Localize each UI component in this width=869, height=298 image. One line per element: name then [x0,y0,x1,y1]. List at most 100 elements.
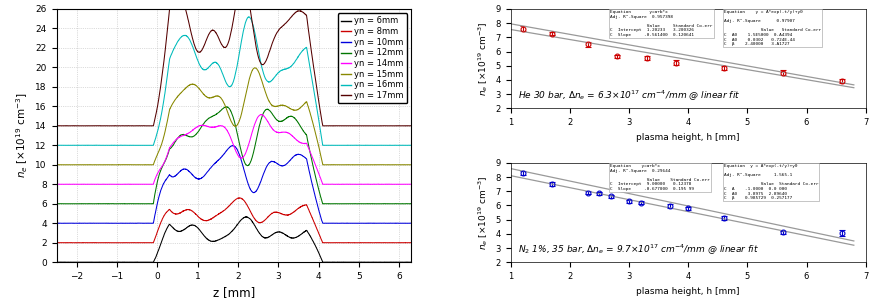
Legend: yn = 6mm, yn = 8mm, yn = 10mm, yn = 12mm, yn = 14mm, yn = 15mm, yn = 16mm, yn = : yn = 6mm, yn = 8mm, yn = 10mm, yn = 12mm… [337,13,407,103]
yn = 12mm [68,202,78,206]
yn = 17mm [330,124,341,128]
yn = 8mm [70,241,80,245]
yn = 6mm [70,260,80,264]
Text: Equation    y=a+b*x
Adj. R²-Square  0.29644

              Value    Standard Co-: Equation y=a+b*x Adj. R²-Square 0.29644 … [609,164,709,191]
yn = 17mm [223,38,234,42]
yn = 8mm [331,241,342,244]
X-axis label: plasma height, h [mm]: plasma height, h [mm] [636,133,740,142]
yn = 10mm [215,157,225,160]
yn = 15mm [51,163,62,167]
yn = 17mm [357,124,368,128]
yn = 15mm [249,66,260,70]
Line: yn = 14mm: yn = 14mm [56,114,411,184]
yn = 14mm [255,113,266,116]
yn = 10mm [395,221,406,225]
yn = 17mm [395,124,406,128]
yn = 8mm [395,241,406,244]
X-axis label: z [mm]: z [mm] [213,286,255,298]
yn = 17mm [51,124,62,128]
yn = 14mm [215,124,225,128]
yn = 16mm [395,144,406,147]
yn = 10mm [51,221,62,225]
Y-axis label: $n_e$ [×10$^{19}$ cm$^{-3}$]: $n_e$ [×10$^{19}$ cm$^{-3}$] [14,93,30,179]
yn = 12mm [221,105,231,108]
yn = 15mm [224,115,235,119]
yn = 14mm [224,133,235,136]
Text: $N_2$ 1%, 35 bar, $\Delta n_e$ = 9.7×10$^{17}$ cm$^{-4}$/mm @ linear fit: $N_2$ 1%, 35 bar, $\Delta n_e$ = 9.7×10$… [517,243,758,257]
yn = 8mm [395,241,406,245]
Line: yn = 16mm: yn = 16mm [56,17,411,145]
yn = 14mm [51,182,62,186]
Line: yn = 10mm: yn = 10mm [56,146,411,223]
yn = 12mm [395,202,406,206]
yn = 15mm [215,95,225,99]
yn = 10mm [228,144,238,148]
Line: yn = 6mm: yn = 6mm [56,217,411,262]
yn = 17mm [70,124,80,128]
yn = 14mm [406,182,416,186]
yn = 6mm [224,232,235,236]
yn = 14mm [96,182,106,186]
yn = 17mm [395,124,406,128]
yn = 16mm [224,85,235,89]
yn = 8mm [406,241,416,244]
Line: yn = 12mm: yn = 12mm [56,107,411,204]
yn = 16mm [406,144,416,147]
Line: yn = 15mm: yn = 15mm [56,68,411,165]
yn = 16mm [215,66,225,69]
yn = 15mm [406,163,416,167]
yn = 15mm [395,163,406,167]
yn = 6mm [331,260,342,264]
yn = 16mm [51,143,62,147]
yn = 6mm [51,260,62,264]
yn = 8mm [51,241,62,245]
yn = 10mm [70,221,80,225]
yn = 17mm [215,39,225,42]
Text: He 30 bar, $\Delta n_e$ = 6.3×10$^{17}$ cm$^{-4}$/mm @ linear fit: He 30 bar, $\Delta n_e$ = 6.3×10$^{17}$ … [517,89,740,103]
yn = 6mm [395,260,406,264]
yn = 15mm [70,163,80,167]
yn = 6mm [406,260,416,264]
yn = 6mm [241,215,251,218]
yn = 12mm [331,202,342,206]
yn = 12mm [215,109,225,113]
yn = 6mm [395,260,406,264]
yn = 12mm [51,202,62,206]
yn = 8mm [215,211,225,215]
yn = 10mm [406,221,416,225]
yn = 16mm [123,144,134,147]
yn = 8mm [234,196,244,200]
yn = 10mm [80,221,90,225]
yn = 10mm [395,221,406,225]
yn = 8mm [224,204,235,207]
Y-axis label: $n_e$ [×10$^{19}$ cm$^{-3}$]: $n_e$ [×10$^{19}$ cm$^{-3}$] [475,21,489,96]
Y-axis label: $n_e$ [×10$^{19}$ cm$^{-3}$]: $n_e$ [×10$^{19}$ cm$^{-3}$] [475,175,489,250]
yn = 12mm [224,107,235,111]
yn = 10mm [224,146,235,150]
yn = 16mm [395,144,406,147]
yn = 8mm [117,241,128,245]
yn = 14mm [395,182,406,186]
yn = 6mm [52,260,63,264]
yn = 17mm [406,124,416,128]
yn = 14mm [395,182,406,186]
Line: yn = 8mm: yn = 8mm [56,198,411,243]
X-axis label: plasma height, h [mm]: plasma height, h [mm] [636,286,740,296]
yn = 6mm [215,238,225,241]
yn = 12mm [70,202,80,206]
Line: yn = 17mm: yn = 17mm [56,0,411,126]
yn = 16mm [243,15,254,18]
yn = 12mm [406,202,416,206]
Text: Equation    y = A*exp(-t/y)+y0

Adj. R²-Square      0.97907

              Value: Equation y = A*exp(-t/y)+y0 Adj. R²-Squa… [723,10,819,46]
yn = 12mm [395,202,406,206]
yn = 15mm [331,163,342,167]
yn = 10mm [331,221,342,225]
Text: Equation  y = A*exp(-t/y)+y0

Adj. R²-Square     1.565-1

              Value  S: Equation y = A*exp(-t/y)+y0 Adj. R²-Squa… [723,164,817,200]
yn = 16mm [70,144,80,147]
yn = 15mm [395,163,406,167]
Text: Equation       y=a+b*x
Adj. R²-Square  0.957398

              Value     Standar: Equation y=a+b*x Adj. R²-Square 0.957398… [609,10,712,37]
yn = 15mm [63,163,74,167]
yn = 16mm [331,144,342,147]
yn = 14mm [331,182,342,186]
yn = 14mm [70,182,80,186]
